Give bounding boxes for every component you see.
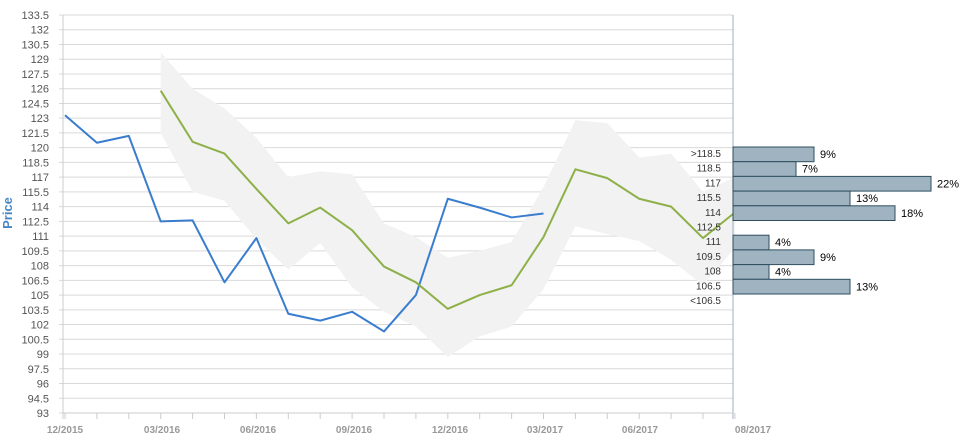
distribution-bucket-label: 118.5 <box>697 164 722 175</box>
distribution-bucket-label: >118.5 <box>691 149 722 160</box>
forecast-range-band <box>160 52 735 357</box>
y-tick-label: 121.5 <box>21 128 49 140</box>
distribution-bar <box>732 161 797 177</box>
y-tick-label: 129 <box>31 54 49 66</box>
y-tick-label: 109.5 <box>21 246 49 258</box>
price-distribution-bars: >118.5 9% 118.5 7% 117 22% 115.5 13% 114 18% 112.5… <box>690 146 959 307</box>
x-tick-label: 08/2017 <box>735 425 772 436</box>
distribution-percent-label: 13% <box>856 281 878 293</box>
x-tick-label: 09/2016 <box>336 425 373 436</box>
y-tick-label: 111 <box>32 231 49 243</box>
distribution-bar <box>732 190 851 207</box>
distribution-bar <box>732 205 896 222</box>
y-tick-label: 105 <box>31 290 49 302</box>
y-tick-label: 106.5 <box>21 275 49 287</box>
distribution-bucket-label: 111 <box>706 237 722 248</box>
x-tick-label: 03/2016 <box>144 425 181 436</box>
x-tick-label: 06/2017 <box>622 425 659 436</box>
y-tick-label: 96 <box>37 379 49 391</box>
distribution-bucket-label: 115.5 <box>697 193 722 204</box>
distribution-bar <box>732 249 815 266</box>
forecast-price-line <box>159 90 736 310</box>
distribution-bar <box>732 264 770 280</box>
y-tick-label: 99 <box>37 349 49 361</box>
y-tick-label: 118.5 <box>22 157 49 169</box>
distribution-percent-label: 22% <box>937 178 959 190</box>
y-tick-label: 94.5 <box>28 393 49 405</box>
distribution-bucket-label: 114 <box>705 208 721 219</box>
y-tick-label: 126 <box>31 84 49 96</box>
distribution-percent-label: 7% <box>802 164 818 176</box>
y-tick-label: 114 <box>31 202 49 214</box>
distribution-bucket-label: 112.5 <box>697 223 722 234</box>
y-tick-label: 130.5 <box>21 39 49 51</box>
distribution-bucket-label: 106.5 <box>696 281 721 292</box>
distribution-percent-label: 9% <box>820 149 836 161</box>
x-tick-label: 12/2016 <box>432 425 469 436</box>
y-tick-label: 127.5 <box>21 69 49 81</box>
y-axis-title: Price <box>0 197 15 229</box>
y-tick-label: 124.5 <box>21 98 49 110</box>
y-tick-label: 108 <box>31 261 49 273</box>
distribution-bucket-label: <106.5 <box>690 296 721 307</box>
y-tick-label: 112.5 <box>22 216 49 228</box>
y-tick-label: 97.5 <box>28 364 49 376</box>
y-tick-label: 100.5 <box>21 334 49 346</box>
x-tick-label: 06/2016 <box>240 425 277 436</box>
forecast-band-area <box>160 52 735 357</box>
y-tick-label: 117 <box>31 172 49 184</box>
distribution-percent-label: 4% <box>775 267 791 279</box>
y-tick-label: 120 <box>31 143 49 155</box>
y-tick-label: 133.5 <box>21 10 49 22</box>
distribution-bar <box>732 175 932 192</box>
distribution-bar <box>732 146 815 163</box>
y-tick-label: 102 <box>31 320 49 332</box>
y-tick-labels: 133.5 132 130.5 129 127.5 126 124.5 123 121.5 120… <box>21 10 49 420</box>
y-tick-label: 103.5 <box>21 305 49 317</box>
series-lines <box>64 90 736 333</box>
historical-price-line <box>64 114 544 333</box>
distribution-bar <box>732 234 770 251</box>
x-tick-label: 03/2017 <box>527 425 564 436</box>
distribution-percent-label: 13% <box>856 193 878 205</box>
distribution-percent-label: 9% <box>820 252 836 264</box>
distribution-bucket-label: 117 <box>705 178 721 189</box>
y-tick-label: 93 <box>37 408 49 420</box>
x-tick-labels: 12/2015 03/2016 06/2016 09/2016 12/2016 03/20… <box>47 425 772 436</box>
y-tick-label: 115.5 <box>22 187 49 199</box>
distribution-bar <box>732 278 851 295</box>
y-tick-label: 132 <box>31 25 49 37</box>
distribution-bucket-label: 108 <box>704 267 721 278</box>
x-gridlines <box>64 413 736 419</box>
y-tick-label: 123 <box>31 113 49 125</box>
distribution-percent-label: 18% <box>901 208 923 220</box>
distribution-percent-label: 4% <box>775 237 791 249</box>
distribution-bucket-label: 109.5 <box>696 252 721 263</box>
x-tick-label: 12/2015 <box>47 425 84 436</box>
